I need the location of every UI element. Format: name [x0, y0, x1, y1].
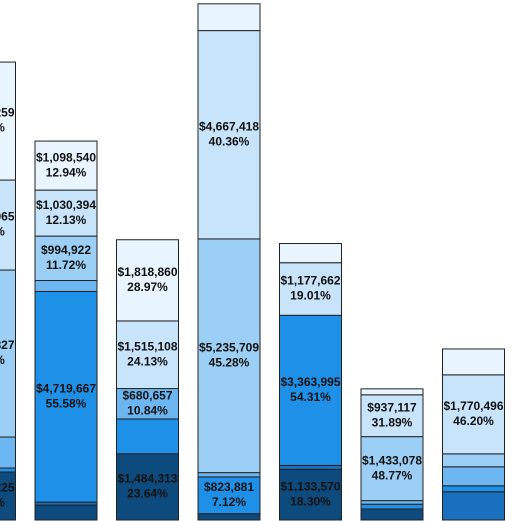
data-label: $1,075,225 [0, 481, 15, 495]
data-label: 10.48% [0, 496, 5, 510]
bar-segment [360, 503, 424, 510]
bar-segment [360, 388, 424, 396]
data-label: $1,818,860 [117, 265, 177, 279]
data-label: 54.31% [290, 390, 331, 404]
data-label: $1,484,313 [117, 472, 177, 486]
bar-segment [197, 3, 261, 32]
bar-segment [116, 320, 179, 390]
data-label: 31.89% [372, 415, 413, 429]
data-label: $1,770,496 [443, 399, 503, 413]
bar-segment [34, 235, 98, 282]
bar-segment [197, 472, 261, 478]
bar-segment [442, 466, 505, 487]
bar-segment [197, 476, 261, 515]
bar-segment [116, 388, 179, 420]
data-label: $2,643,259 [0, 106, 15, 120]
data-label: $5,235,709 [199, 340, 259, 354]
data-label: $3,740,827 [0, 338, 15, 352]
bar-segment [34, 280, 98, 292]
data-label: 24.13% [127, 354, 168, 368]
data-label: $1,177,662 [280, 274, 340, 288]
bar-segment [442, 374, 505, 455]
data-label: $2,016,065 [0, 210, 15, 224]
bar-segment [0, 467, 16, 473]
bar-segment [0, 179, 16, 271]
bar-segment [360, 508, 424, 521]
data-label: $1,515,108 [117, 339, 177, 353]
data-label: 46.20% [453, 414, 494, 428]
data-label: $4,667,418 [199, 119, 259, 133]
data-label: 28.97% [127, 280, 168, 294]
bar-segment [279, 468, 342, 521]
bar-segment [360, 436, 424, 502]
bar-segment [116, 239, 179, 322]
data-label: 12.13% [46, 213, 87, 227]
data-label: 11.72% [46, 258, 86, 272]
bar-segment [442, 453, 505, 468]
data-label: 23.64% [127, 487, 168, 501]
data-label: 7.12% [212, 495, 246, 509]
data-label: 10.84% [127, 403, 168, 417]
bar-segment [116, 418, 179, 455]
bar-segment [279, 262, 342, 316]
bar-segment [34, 504, 98, 521]
bar-segment [360, 394, 424, 438]
bar-segment [442, 491, 505, 521]
bar-segment [279, 243, 342, 264]
data-label: 45.28% [209, 355, 250, 369]
data-label: 19.65% [0, 225, 5, 239]
bar-segment [442, 485, 505, 493]
data-label: $937,117 [367, 400, 417, 414]
data-label: $1,030,394 [36, 198, 96, 212]
bar-segment [34, 189, 98, 237]
bar-segment [197, 238, 261, 474]
data-label: $1,133,570 [280, 479, 340, 493]
bar-segment [197, 30, 261, 240]
data-label: 12.94% [46, 165, 87, 179]
data-label: $1,433,078 [362, 453, 422, 467]
bar-segment [442, 348, 505, 376]
data-label: $823,881 [204, 480, 254, 494]
data-label: 36.46% [0, 353, 5, 367]
bar-segment [116, 453, 179, 521]
data-label: $4,719,667 [36, 381, 96, 395]
bar-segment [360, 500, 424, 505]
bar-segment [0, 471, 16, 521]
data-label: 55.58% [46, 396, 87, 410]
data-label: 48.77% [372, 468, 413, 482]
bar-segment [279, 464, 342, 470]
data-label: 18.30% [290, 494, 331, 508]
bar-segment [34, 140, 98, 191]
bar-segment [0, 436, 16, 469]
data-label: 19.01% [290, 289, 331, 303]
bar-segment [279, 314, 342, 466]
data-label: 40.36% [209, 134, 250, 148]
data-label: 25.76% [0, 121, 5, 135]
bar-segment [0, 269, 16, 438]
data-label: $994,922 [41, 243, 91, 257]
bar-segment [197, 513, 261, 521]
data-label: $1,098,540 [36, 150, 96, 164]
data-label: $680,657 [122, 388, 172, 402]
bar-segment [0, 61, 16, 181]
data-label: $3,363,995 [280, 375, 340, 389]
